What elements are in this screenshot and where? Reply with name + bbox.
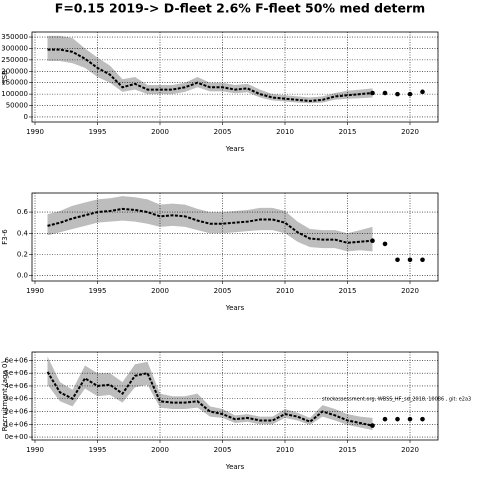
y-tick-label: 300000 bbox=[1, 44, 28, 52]
y-tick-label: 200000 bbox=[1, 67, 28, 75]
x-tick-label: 2020 bbox=[401, 446, 419, 454]
estimate-line bbox=[47, 207, 373, 244]
projection-point bbox=[370, 423, 375, 428]
projection-point bbox=[370, 238, 375, 244]
y-tick-label: 250000 bbox=[1, 56, 28, 64]
y-tick-label: 5e+06 bbox=[4, 369, 28, 377]
confidence-band bbox=[47, 35, 373, 104]
x-tick-label: 2020 bbox=[401, 128, 419, 136]
y-tick-label: 4e+06 bbox=[4, 382, 28, 390]
x-tick-label: 2010 bbox=[276, 446, 294, 454]
projection-point bbox=[420, 89, 425, 95]
figure-title: F=0.15 2019-> D-fleet 2.6% F-fleet 50% m… bbox=[55, 1, 425, 16]
x-tick-label: 2015 bbox=[339, 128, 357, 136]
projection-point bbox=[382, 90, 388, 96]
projection-point bbox=[407, 416, 413, 422]
y-tick-label: 350000 bbox=[1, 33, 28, 41]
x-tick-label: 1995 bbox=[89, 287, 107, 295]
y-tick-label: 0.2 bbox=[17, 250, 28, 258]
x-tick-label: 2000 bbox=[151, 287, 169, 295]
plot-frame bbox=[31, 192, 439, 282]
projection-point bbox=[395, 257, 400, 263]
y-tick-label: 50000 bbox=[6, 102, 28, 110]
y-tick-label: 0.0 bbox=[17, 272, 28, 280]
projection-point bbox=[395, 91, 400, 97]
x-tick-label: 2005 bbox=[214, 446, 232, 454]
projection-point bbox=[420, 257, 425, 263]
x-axis-label: Years bbox=[225, 304, 245, 312]
x-tick-label: 2010 bbox=[276, 128, 294, 136]
x-axis-label: Years bbox=[225, 463, 245, 471]
projection-point bbox=[382, 241, 388, 247]
x-tick-label: 2000 bbox=[151, 128, 169, 136]
confidence-band bbox=[47, 356, 373, 431]
x-tick-label: 2000 bbox=[151, 446, 169, 454]
plot-frame bbox=[31, 31, 439, 123]
x-tick-label: 1990 bbox=[26, 446, 44, 454]
estimate-line bbox=[46, 371, 373, 427]
projection-point bbox=[370, 90, 375, 96]
x-tick-label: 2015 bbox=[339, 287, 357, 295]
y-tick-label: 0 bbox=[24, 113, 28, 121]
projection-point bbox=[407, 257, 413, 263]
y-tick-label: 0.6 bbox=[17, 208, 29, 216]
x-tick-label: 1995 bbox=[89, 128, 107, 136]
x-tick-label: 1995 bbox=[89, 446, 107, 454]
y-tick-label: 6e+06 bbox=[4, 356, 28, 364]
projection-point bbox=[420, 416, 425, 422]
projection-point bbox=[395, 416, 400, 422]
x-tick-label: 1990 bbox=[26, 287, 44, 295]
y-tick-label: 150000 bbox=[1, 79, 28, 87]
plot-frame bbox=[31, 351, 439, 441]
y-tick-label: 2e+06 bbox=[4, 408, 28, 416]
x-tick-label: 2010 bbox=[276, 287, 294, 295]
projection-point bbox=[382, 416, 388, 422]
y-tick-label: 3e+06 bbox=[4, 395, 28, 403]
projection-point bbox=[407, 91, 413, 97]
y-axis-label: F3-6 bbox=[1, 229, 9, 245]
x-tick-label: 2020 bbox=[401, 287, 419, 295]
y-tick-label: 100000 bbox=[1, 90, 28, 98]
estimate-line bbox=[47, 48, 373, 102]
y-axis-label: SSB bbox=[1, 70, 9, 84]
y-tick-label: 0e+00 bbox=[4, 433, 28, 441]
x-tick-label: 2005 bbox=[214, 287, 232, 295]
x-axis-label: Years bbox=[225, 145, 245, 153]
y-tick-label: 1e+06 bbox=[4, 420, 28, 428]
x-tick-label: 1990 bbox=[26, 128, 44, 136]
y-axis-label: Recruitment (age 0) bbox=[1, 361, 9, 432]
x-tick-label: 2005 bbox=[214, 128, 232, 136]
annotation: stockassessment.org, WBSS_HF_sd_2018, 10… bbox=[322, 397, 471, 403]
y-tick-label: 0.4 bbox=[17, 229, 29, 237]
x-tick-label: 2015 bbox=[339, 446, 357, 454]
